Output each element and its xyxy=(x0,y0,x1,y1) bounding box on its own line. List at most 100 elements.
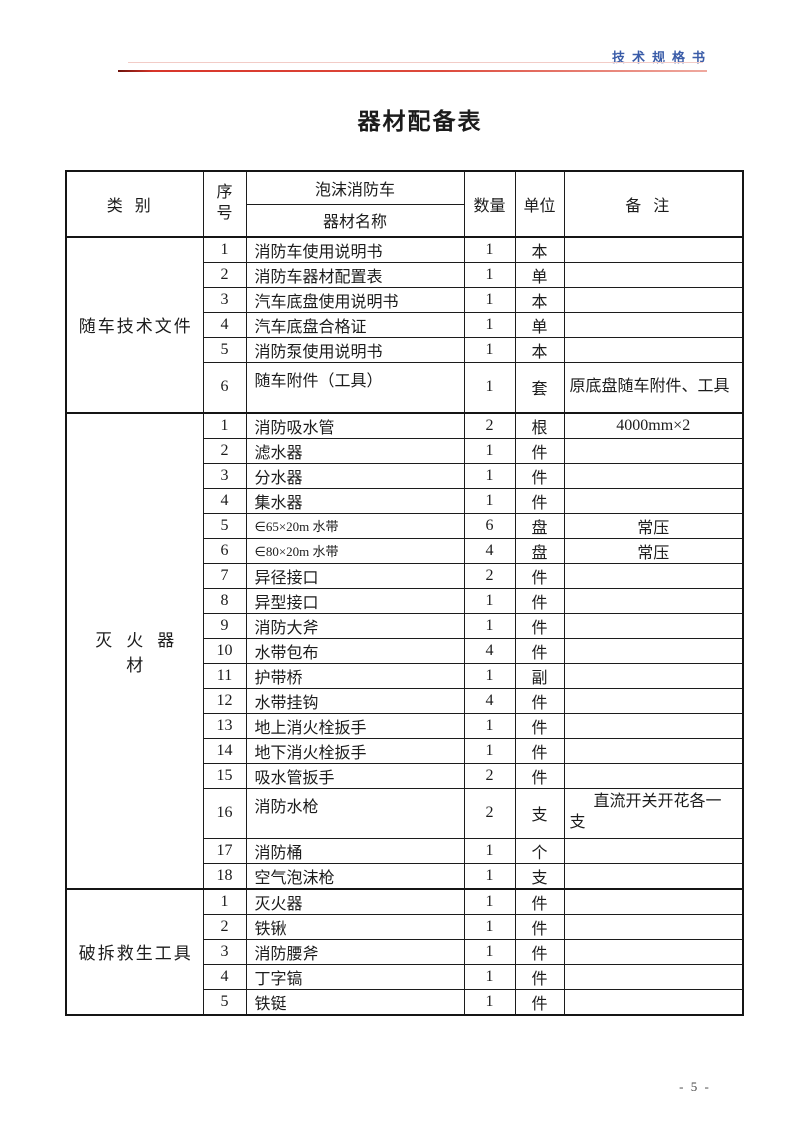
quantity-cell: 4 xyxy=(463,687,516,714)
unit-cell: 件 xyxy=(514,762,565,789)
unit-cell: 盘 xyxy=(514,512,565,539)
unit-cell: 件 xyxy=(514,887,565,915)
name-cell: ∈65×20m 水带 xyxy=(245,512,465,539)
name-cell: 消防车使用说明书 xyxy=(245,236,465,263)
header-vehicle: 泡沫消防车 xyxy=(245,170,465,205)
remark-cell xyxy=(563,587,744,614)
header-serial-line2: 号 xyxy=(216,205,233,222)
serial-cell: 9 xyxy=(202,612,247,639)
unit-cell: 本 xyxy=(514,287,565,313)
table-row: 随车技术文件 1 消防车使用说明书 1 本 xyxy=(65,236,744,413)
remark-cell xyxy=(563,637,744,664)
quantity-cell: 1 xyxy=(463,262,516,288)
table-row: 2 滤水器 1 件 xyxy=(66,437,744,464)
quantity-cell: 2 xyxy=(463,787,516,839)
unit-cell: 个 xyxy=(514,837,565,864)
table-row: 16 消防水枪 2 支直流开关开花各一支 xyxy=(66,787,744,839)
remark-cell xyxy=(563,437,744,464)
name-cell: 铁铤 xyxy=(245,988,465,1015)
serial-cell: 8 xyxy=(202,587,247,614)
quantity-cell: 1 xyxy=(463,837,516,864)
quantity-cell: 6 xyxy=(463,512,516,539)
table-row: 18 空气泡沫枪 1 支 xyxy=(66,862,744,889)
name-cell: 集水器 xyxy=(245,487,465,514)
name-cell: 消防大斧 xyxy=(245,612,465,639)
unit-cell: 件 xyxy=(514,587,565,614)
remark-cell: 常压 xyxy=(563,512,744,539)
page-number: - 5 - xyxy=(679,1079,711,1094)
page-title: 器材配备表 xyxy=(357,109,483,134)
serial-cell: 4 xyxy=(202,487,247,514)
unit-cell: 件 xyxy=(514,938,565,965)
header-serial: 序 号 xyxy=(202,170,247,238)
quantity-cell: 1 xyxy=(463,287,516,313)
remark-cell xyxy=(563,662,744,689)
serial-cell: 18 xyxy=(202,862,247,889)
remark-cell: 直流开关开花各一支 xyxy=(563,787,744,839)
remark-cell: 原底盘随车附件、工具 xyxy=(563,362,744,413)
serial-cell: 16 xyxy=(202,787,247,839)
name-cell: 消防腰斧 xyxy=(245,938,465,965)
table-row: 12 水带挂钩 4 件 xyxy=(66,687,744,714)
remark-cell xyxy=(563,712,744,739)
quantity-cell: 1 xyxy=(463,312,516,338)
table-header-row-2: 器材名称 xyxy=(66,203,743,238)
serial-cell: 2 xyxy=(202,262,247,288)
quantity-cell: 1 xyxy=(463,988,516,1015)
table-row: 2 消防车器材配置表 1 单 xyxy=(66,262,744,288)
unit-cell: 单 xyxy=(514,262,565,288)
unit-cell: 件 xyxy=(514,913,565,940)
name-cell: 随车附件（工具） xyxy=(245,362,465,413)
quantity-cell: 1 xyxy=(463,337,516,363)
remark-cell xyxy=(563,236,744,263)
serial-cell: 3 xyxy=(202,462,247,489)
header-serial-line1: 序 xyxy=(216,184,233,202)
serial-cell: 5 xyxy=(202,512,247,539)
table-row: 5 消防泵使用说明书 1 本 xyxy=(66,337,744,363)
serial-cell: 2 xyxy=(202,913,247,940)
serial-cell: 6 xyxy=(202,537,247,564)
unit-cell: 盘 xyxy=(514,537,565,564)
table-row: 3 汽车底盘使用说明书 1 本 xyxy=(66,287,744,313)
doc-header-label: 技术规格书 xyxy=(612,50,713,65)
name-cell: 消防水枪 xyxy=(245,787,465,839)
unit-cell: 件 xyxy=(514,462,565,489)
serial-cell: 3 xyxy=(202,938,247,965)
name-cell: 护带桥 xyxy=(245,662,465,689)
unit-cell: 件 xyxy=(514,637,565,664)
unit-cell: 件 xyxy=(514,963,565,990)
table-row: 13 地上消火栓扳手 1 件 xyxy=(66,712,744,739)
unit-cell: 件 xyxy=(514,437,565,464)
quantity-cell: 1 xyxy=(463,963,516,990)
serial-cell: 1 xyxy=(202,887,247,915)
quantity-cell: 1 xyxy=(463,487,516,514)
header-rule-faint xyxy=(128,62,703,63)
unit-cell: 件 xyxy=(514,737,565,764)
serial-cell: 5 xyxy=(202,988,247,1015)
remark-cell xyxy=(563,337,744,363)
remark-cell xyxy=(563,612,744,639)
header-rule-red xyxy=(118,70,707,72)
unit-cell: 件 xyxy=(514,487,565,514)
serial-cell: 7 xyxy=(202,562,247,589)
equipment-table-body: 随车技术文件 1 消防车使用说明书 1 本 2 消防车器材配置表 1 单 3 汽车底盘使用说明书 1 本… xyxy=(65,236,744,1015)
equipment-table: 类别 序 号 泡沫消防车 数量 单位 备注 器材名称 随车技术文件 1 消防车使用说… xyxy=(65,170,744,1016)
remark-cell xyxy=(563,287,744,313)
unit-cell: 件 xyxy=(514,562,565,589)
quantity-cell: 4 xyxy=(463,637,516,664)
quantity-cell: 1 xyxy=(463,887,516,915)
quantity-cell: 4 xyxy=(463,537,516,564)
serial-cell: 5 xyxy=(202,337,247,363)
table-row: 17 消防桶 1 个 xyxy=(66,837,744,864)
serial-cell: 11 xyxy=(202,662,247,689)
name-cell: 分水器 xyxy=(245,462,465,489)
quantity-cell: 1 xyxy=(463,737,516,764)
table-header-row-1: 类别 序 号 泡沫消防车 数量 单位 备注 xyxy=(65,170,744,238)
name-cell: 地下消火栓扳手 xyxy=(245,737,465,764)
table-row: 5 铁铤 1 件 xyxy=(66,988,744,1015)
quantity-cell: 1 xyxy=(463,462,516,489)
name-cell: 异型接口 xyxy=(245,587,465,614)
quantity-cell: 1 xyxy=(463,587,516,614)
table-row: 10 水带包布 4 件 xyxy=(66,637,744,664)
remark-cell xyxy=(563,737,744,764)
